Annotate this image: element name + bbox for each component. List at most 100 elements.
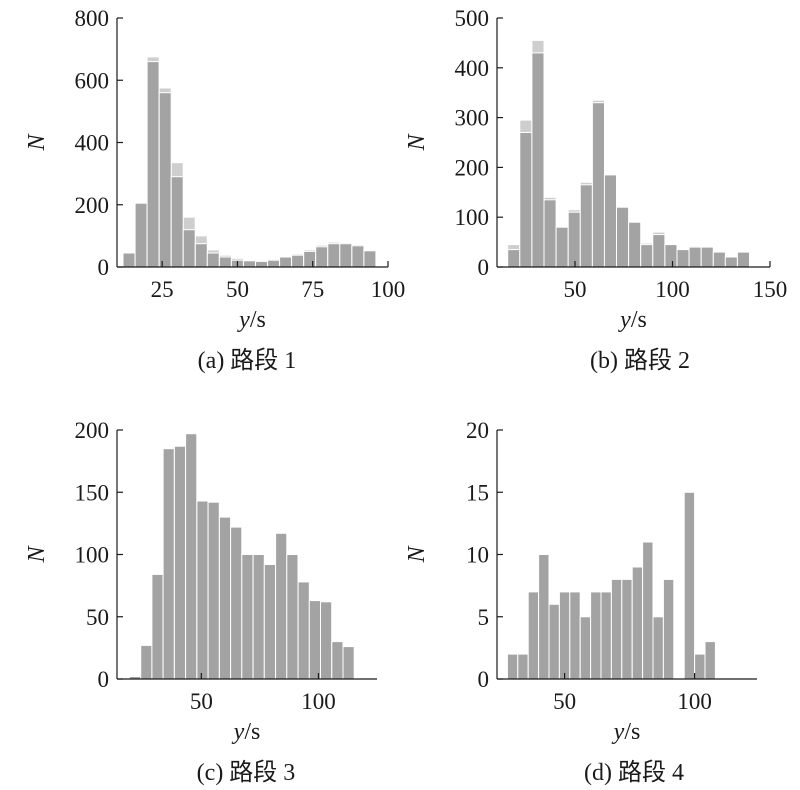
bar-3-17 bbox=[308, 600, 321, 680]
bar-3-13 bbox=[263, 564, 276, 680]
y-tick-label: 800 bbox=[75, 6, 110, 31]
x-tick-label: 25 bbox=[151, 277, 174, 302]
bar-2-20 bbox=[736, 251, 751, 268]
y-axis-title: N bbox=[404, 133, 430, 152]
bar-2-9 bbox=[603, 174, 618, 268]
bar-2-5 bbox=[555, 226, 569, 268]
x-axis-title: y/s bbox=[237, 307, 266, 333]
panel-caption: (a) 路段 1 bbox=[198, 347, 297, 374]
bar-3-3 bbox=[151, 573, 164, 680]
bar-4-1 bbox=[506, 653, 519, 680]
bar-1-13 bbox=[267, 259, 281, 268]
bar-4-19 bbox=[694, 653, 706, 680]
bar-4-16 bbox=[662, 578, 675, 680]
bar-3-20 bbox=[342, 646, 355, 680]
bar-2-10 bbox=[616, 206, 630, 268]
bar-1-17 bbox=[315, 246, 329, 268]
bar-1-6 bbox=[182, 229, 196, 268]
bar-4-2 bbox=[517, 653, 529, 680]
bar-3-4 bbox=[162, 448, 175, 680]
bar-1-1 bbox=[122, 252, 136, 268]
y-tick-label: 50 bbox=[86, 605, 109, 630]
bar-2-3 bbox=[531, 52, 545, 268]
bar-4-4 bbox=[538, 554, 550, 680]
bar-3-6 bbox=[185, 433, 198, 680]
x-axis-title: y/s bbox=[618, 307, 647, 333]
y-tick-label: 200 bbox=[75, 193, 110, 218]
y-tick-label: 300 bbox=[455, 106, 490, 131]
bar-1-2 bbox=[134, 202, 148, 268]
bar-3-9 bbox=[218, 516, 232, 680]
bar-4-5 bbox=[548, 603, 560, 680]
bar-4-15 bbox=[652, 616, 664, 680]
bar-4-6 bbox=[558, 591, 571, 680]
bar-1-18 bbox=[327, 243, 341, 268]
bar-1-11 bbox=[243, 260, 256, 268]
bar-3-5 bbox=[173, 445, 187, 680]
bar-2-1 bbox=[507, 249, 521, 268]
y-axis-title: N bbox=[24, 133, 50, 152]
y-tick-label: 100 bbox=[75, 543, 110, 568]
panel-caption: (d) 路段 4 bbox=[584, 759, 684, 786]
x-tick-label: 100 bbox=[677, 689, 712, 714]
bar-2-14 bbox=[664, 244, 678, 268]
bar-4-10 bbox=[600, 591, 612, 680]
bar-3-12 bbox=[252, 554, 265, 680]
chart-panel-4: 0 5 10 15 20 50 100 Ny/s (d) 路段 4 bbox=[404, 418, 757, 786]
y-tick-label: 200 bbox=[455, 155, 490, 180]
bar-3-19 bbox=[331, 641, 344, 680]
bar-3-10 bbox=[230, 526, 243, 680]
bar-4-20 bbox=[704, 641, 716, 680]
x-tick-label: 100 bbox=[371, 277, 406, 302]
bar-1-3 bbox=[146, 61, 160, 268]
bar-2-17 bbox=[700, 246, 714, 268]
bar-1-8 bbox=[206, 252, 220, 268]
bar-1-4 bbox=[158, 92, 172, 268]
chart-panel-2: 0 100 200 300 400 500 50 100 150 Ny/s (b) 路段 2 bbox=[404, 6, 787, 374]
y-tick-label: 100 bbox=[455, 205, 490, 230]
x-axis-title: y/s bbox=[612, 719, 641, 745]
chart-panel-3: 0 50 100 150 200 50 100 Ny/s (c) 路段 3 bbox=[24, 418, 377, 786]
bar-3-8 bbox=[207, 501, 220, 680]
bar-2-19 bbox=[724, 256, 738, 268]
y-tick-label: 0 bbox=[98, 255, 110, 280]
bar-3-15 bbox=[286, 554, 299, 680]
y-tick-label: 600 bbox=[75, 68, 110, 93]
x-tick-label: 50 bbox=[190, 689, 213, 714]
bar-1-21 bbox=[363, 250, 377, 268]
bar-2-2 bbox=[519, 132, 533, 268]
bar-1-9 bbox=[218, 256, 232, 268]
y-tick-label: 150 bbox=[75, 480, 110, 505]
y-tick-label: 20 bbox=[466, 418, 489, 443]
bar-4-12 bbox=[621, 578, 633, 680]
x-tick-label: 75 bbox=[301, 277, 324, 302]
y-tick-label: 400 bbox=[455, 56, 490, 81]
bar-1-12 bbox=[255, 260, 268, 268]
bar-3-7 bbox=[196, 500, 209, 680]
bar-4-7 bbox=[569, 591, 581, 680]
panel-caption: (b) 路段 2 bbox=[590, 347, 690, 374]
x-tick-label: 100 bbox=[301, 689, 336, 714]
bar-1-5 bbox=[170, 176, 184, 268]
y-tick-label: 10 bbox=[466, 543, 489, 568]
bar-3-18 bbox=[320, 601, 333, 680]
y-tick-label: 400 bbox=[75, 131, 110, 156]
bar-2-18 bbox=[712, 251, 726, 268]
y-tick-label: 200 bbox=[75, 418, 110, 443]
bar-3-2 bbox=[140, 644, 153, 680]
bar-4-14 bbox=[642, 541, 654, 680]
bar-2-7 bbox=[579, 184, 593, 268]
y-tick-label: 500 bbox=[455, 6, 490, 31]
y-tick-label: 0 bbox=[98, 667, 110, 692]
bar-1-16 bbox=[303, 250, 317, 268]
x-axis-title: y/s bbox=[232, 719, 261, 745]
bar-4-8 bbox=[579, 616, 592, 680]
bar-3-14 bbox=[275, 532, 288, 680]
bar-4-18 bbox=[683, 491, 696, 680]
bar-2-15 bbox=[676, 249, 690, 268]
y-axis-title: N bbox=[24, 545, 50, 564]
bar-3-16 bbox=[297, 581, 310, 680]
x-tick-label: 50 bbox=[564, 277, 587, 302]
bar-1-14 bbox=[279, 256, 293, 268]
